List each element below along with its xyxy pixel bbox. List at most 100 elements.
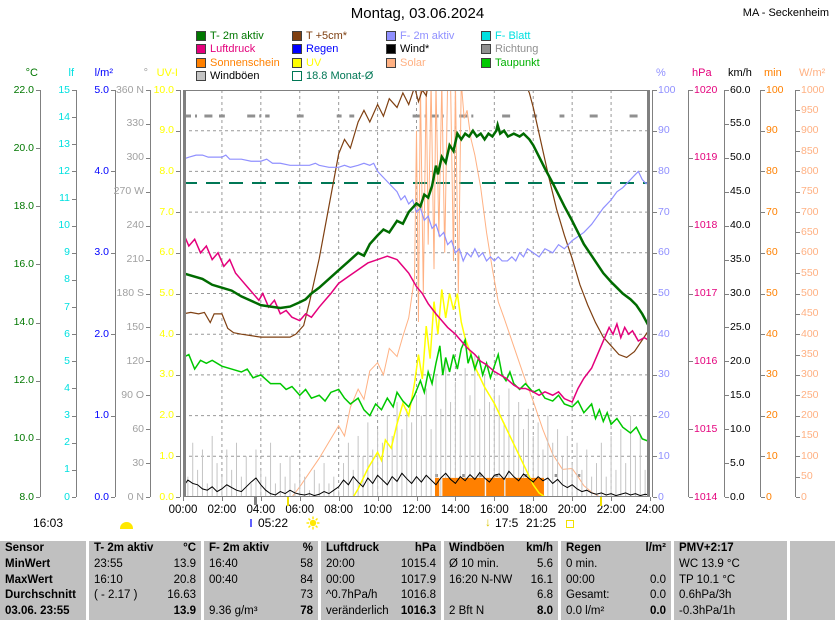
axis-tick-label: 450 [801, 307, 819, 320]
axis-tick-label: 20.0 [13, 141, 34, 154]
axis-tick [72, 90, 76, 91]
table-cell-value: 16.63 [167, 589, 196, 602]
axis-tick-label: 0.0 [94, 490, 109, 503]
legend-swatch-icon [481, 30, 491, 41]
axis-tick [796, 273, 800, 275]
axis-tick-label: 5.0 [94, 83, 109, 96]
axis-tick-label: 13 [58, 137, 70, 150]
axis-tick [725, 157, 729, 159]
table-cell-value: 13.9 [173, 605, 196, 618]
table-row: 2 Bft N 8.0 [444, 604, 558, 620]
table-cell-label: ( - 2.17 ) [94, 589, 138, 602]
axis-tick-label: 14 [58, 110, 70, 123]
axis-tick [653, 130, 657, 132]
axis-tick [111, 497, 115, 498]
axis-tick-label: 210 [126, 253, 144, 266]
x-axis-tick-label: 14:00 [441, 504, 470, 516]
table-row: 16:10 20.8 [89, 573, 201, 589]
table-row: ( - 2.17 ) 16.63 [89, 588, 201, 604]
axis-line [150, 90, 151, 497]
axis-tick-label: 30 [766, 368, 778, 381]
axis-tick [653, 456, 657, 458]
legend-swatch-icon [196, 57, 206, 68]
axis-tick-label: 9 [64, 246, 70, 259]
axis-tick-label: 120 [126, 354, 144, 367]
axis-tick-label: 1016 [694, 354, 718, 367]
axis-tick [796, 90, 800, 91]
axis-tick-label: 180 S [116, 287, 144, 299]
series-uv [352, 289, 650, 497]
table-row: 9.36 g/m³ 78 [204, 604, 318, 620]
axis-line [724, 90, 725, 497]
axis-tick-label: 60 [658, 246, 670, 259]
axis-tick [146, 90, 150, 91]
axis-tick-label: 1019 [694, 151, 718, 164]
axis-tick-label: 1 [64, 463, 70, 476]
table-header-label: Regen [566, 542, 602, 554]
axis-tick [72, 279, 76, 281]
axis-tick-label: 2.0 [94, 327, 109, 340]
axis-tick-label: 90 [658, 124, 670, 137]
axis-tick [689, 225, 693, 227]
daylight-duration-label: 16:03 [33, 516, 64, 530]
table-header-label: T- 2m aktiv [94, 542, 154, 554]
axis-tick-label: 330 [126, 117, 144, 130]
axis-tick [36, 206, 40, 208]
table-cell-value: 0.0 [650, 589, 666, 602]
daylight-sun-icon [120, 522, 133, 529]
axis-tick [36, 497, 40, 498]
axis-tick [796, 374, 800, 376]
axis-tick-label: 8.0 [159, 164, 174, 177]
axis-tick-label: 9.0 [159, 124, 174, 137]
axis-tick [146, 463, 150, 465]
axis-unit-label: W/m² [799, 67, 826, 79]
axis-tick-label: 150 [801, 429, 819, 442]
axis-tick-label: 100 [766, 83, 784, 96]
table-column: Luftdruck hPa 20:00 1015.4 00:00 1017.9 ^0.7hP… [321, 541, 441, 620]
axis-tick-label: 70 [658, 205, 670, 218]
axis-tick [796, 191, 800, 193]
axis-unit-label: °C [25, 67, 38, 79]
table-cell-value: 6.8 [537, 589, 553, 602]
axis-tick-label: 550 [801, 266, 819, 279]
axis-tick [72, 144, 76, 146]
axis-tick-label: 10 [658, 449, 670, 462]
table-cell-label: 0 min. [566, 557, 598, 570]
axis-tick [761, 293, 765, 295]
axis-tick [796, 435, 800, 437]
x-axis-tick-label: 10:00 [363, 504, 392, 516]
legend-swatch-icon [386, 44, 396, 55]
axis-tick-label: 20 [766, 409, 778, 422]
table-cell-label: -0.3hPa/1h [679, 605, 736, 618]
axis-tick [653, 252, 657, 254]
legend-item: Taupunkt [481, 56, 591, 70]
axis-tick [146, 293, 150, 295]
axis-unit-label: l/m² [94, 67, 113, 79]
table-row: MaxWert [0, 573, 86, 589]
axis-tick [176, 252, 180, 254]
table-column: T- 2m aktiv °C 23:55 13.9 16:10 20.8 ( - 2.17 … [89, 541, 201, 620]
axis-unit-label: km/h [728, 67, 752, 79]
table-cell-label: Gesamt: [566, 589, 610, 602]
axis-tick [796, 476, 800, 478]
axis-tick-label: 7 [64, 300, 70, 313]
axis-tick-label: 2 [64, 436, 70, 449]
table-header-unit: l/m² [645, 542, 666, 554]
axis-tick [725, 293, 729, 295]
x-axis-tick-label: 04:00 [246, 504, 276, 516]
x-axis-tick [611, 497, 613, 501]
axis-tick [146, 225, 150, 227]
axis-tick [111, 334, 115, 336]
x-axis-tick [260, 497, 262, 501]
legend-label: Luftdruck [210, 43, 256, 56]
table-row: 0.6hPa/3h [674, 588, 787, 604]
x-axis-tick [533, 497, 535, 501]
legend-item: 18.8 Monat-Ø [292, 70, 386, 84]
x-axis-tick [416, 497, 418, 501]
table-row [790, 604, 835, 620]
axis-tick [111, 415, 115, 417]
axis-tick-label: 0 [64, 490, 70, 503]
table-row: 20:00 1015.4 [321, 557, 441, 573]
legend-item: Richtung [481, 43, 591, 57]
axis-tick-label: 700 [801, 205, 819, 218]
